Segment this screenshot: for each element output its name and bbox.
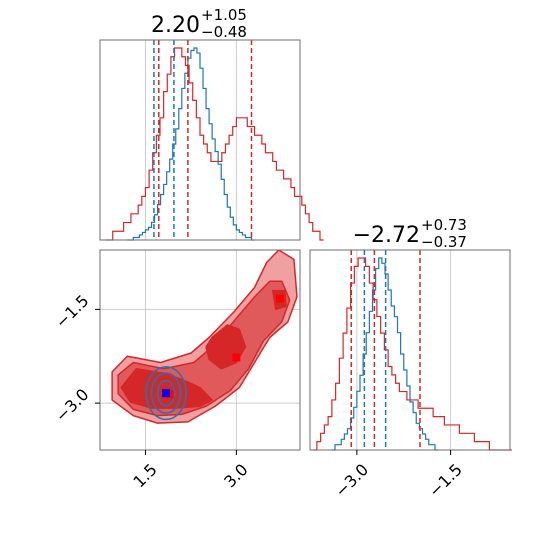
marker-series-a: [162, 389, 171, 398]
joint-x-tick-label: 1.5: [129, 460, 160, 491]
param-1-title-minus: −0.48: [201, 23, 247, 41]
marginal-2-x-tick-label: −1.5: [425, 460, 466, 501]
contour-series-a: [145, 366, 187, 421]
param-1-title-plus: +1.05: [201, 6, 247, 24]
panel-joint-frame: [99, 249, 301, 451]
contour-series-a: [156, 379, 176, 407]
panel-marginal-2-background: [310, 250, 510, 450]
marginal-1-histogram-series-b: [105, 47, 324, 241]
marker-series-b: [276, 294, 284, 303]
joint-x-tick-label: 3.0: [220, 460, 251, 491]
marginal-2-histogram-series-b: [313, 257, 512, 451]
panel-marginal-2: −3.0 −1.5 −2.72 +0.73 −0.37: [309, 216, 512, 501]
panel-marginal-1-background: [100, 40, 300, 240]
panel-marginal-1: 2.20 +1.05 −0.48: [99, 6, 324, 241]
marginal-1-histogram-series-a: [127, 47, 255, 241]
param-2-title-plus: +0.73: [421, 216, 467, 234]
joint-y-tick-label: −3.0: [52, 385, 93, 426]
panel-marginal-1-frame: [99, 39, 301, 241]
panel-joint: 1.5 3.0 −3.0 −1.5: [52, 249, 301, 491]
param-1-title-value: 2.20: [151, 13, 200, 38]
marker-series-b: [232, 353, 241, 362]
joint-y-tick-label: −1.5: [52, 291, 93, 332]
panel-marginal-2-frame: [309, 249, 511, 451]
marginal-2-x-tick-label: −3.0: [331, 460, 372, 501]
param-2-title-minus: −0.37: [421, 233, 467, 251]
contour-series-a: [150, 372, 182, 414]
param-2-title-value: −2.72: [353, 223, 420, 248]
